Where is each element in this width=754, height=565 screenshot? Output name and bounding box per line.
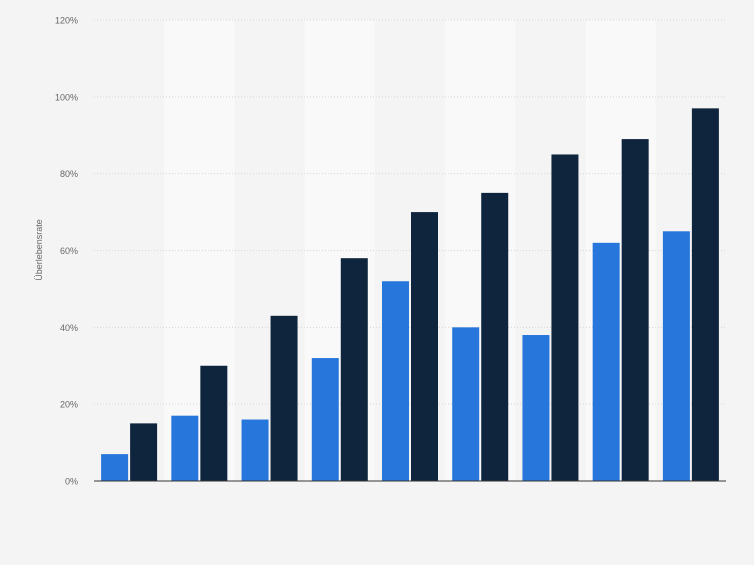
bar-series-2	[200, 365, 228, 481]
gridlines	[94, 19, 726, 405]
y-tick-label: 40%	[60, 323, 78, 333]
bar-series-1	[241, 419, 269, 481]
bar-series-2	[481, 192, 509, 481]
bar-series-1	[592, 242, 620, 481]
bar-series-1	[171, 415, 199, 481]
bar-series-2	[411, 212, 438, 482]
bar-series-1	[662, 231, 690, 481]
y-tick-label: 0%	[65, 477, 78, 487]
bar-series-2	[340, 258, 368, 481]
bar-series-2	[130, 423, 158, 481]
y-tick-label: 60%	[60, 246, 78, 256]
bar-series-1	[522, 335, 550, 481]
y-tick-label: 80%	[60, 169, 78, 179]
bar-series-1	[311, 358, 339, 481]
bars	[101, 108, 719, 482]
y-tick-label: 100%	[55, 92, 78, 102]
y-axis-label: Überlebensrate	[34, 219, 44, 281]
bar-series-1	[101, 454, 129, 481]
y-axis-ticks: 0% 20% 40% 60% 80% 100% 120%	[55, 16, 78, 487]
bar-series-2	[621, 139, 649, 481]
y-tick-label: 20%	[60, 400, 78, 410]
bar-series-2	[691, 108, 719, 481]
bar-series-2	[551, 154, 579, 482]
bar-series-1	[452, 327, 480, 481]
bar-series-2	[270, 315, 298, 481]
y-tick-label: 120%	[55, 16, 78, 26]
bar-series-1	[382, 281, 409, 481]
